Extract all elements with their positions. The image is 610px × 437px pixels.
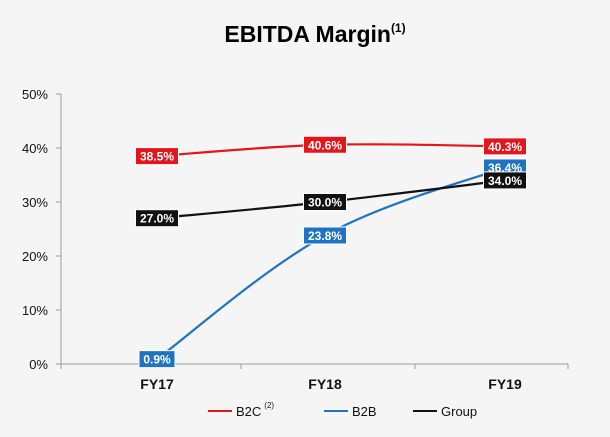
chart-axes: 0% 10% 20% 30% 40% 50% FY17 FY18 FY19 xyxy=(22,87,569,392)
data-label-box-b2c xyxy=(303,135,347,154)
legend-label-group: Group xyxy=(441,404,477,419)
data-labels: 38.5%40.6% 40.3%0.9%23.8%36.4%27.0%30.0%3… xyxy=(135,135,527,369)
data-label-b2c: 38.5% xyxy=(140,150,174,164)
data-label-b2c: 40.3% xyxy=(488,140,522,154)
legend: B2C (2) B2B Group xyxy=(208,401,477,419)
data-label-box-group xyxy=(483,171,527,190)
data-label-group: 34.0% xyxy=(488,174,522,188)
data-label-group: 27.0% xyxy=(140,212,174,226)
data-label-box-group xyxy=(303,193,347,211)
series-lines xyxy=(155,143,507,361)
data-label-group: 30.0% xyxy=(308,196,342,210)
chart-title-text: EBITDA Margin xyxy=(224,21,391,47)
y-tick-label: 10% xyxy=(22,303,48,318)
data-label-b2b: 0.9% xyxy=(143,353,171,367)
x-tick-label: FY17 xyxy=(140,376,174,392)
chart-title: EBITDA Margin(1) xyxy=(224,21,405,47)
y-tick-label: 20% xyxy=(22,249,48,264)
x-tick-label: FY18 xyxy=(308,376,342,392)
data-label-box-b2b xyxy=(303,226,347,245)
data-label-box-group xyxy=(135,209,179,228)
data-label-box-b2c xyxy=(135,147,179,166)
y-tick-label: 40% xyxy=(22,141,48,156)
x-tick-label: FY19 xyxy=(488,376,522,392)
legend-label-b2c: B2C (2) xyxy=(236,401,274,419)
y-tick-label: 30% xyxy=(22,195,48,210)
data-label-b2c: 40.6% xyxy=(308,138,342,152)
data-label-box-b2c xyxy=(483,137,527,156)
legend-superscript-b2c: (2) xyxy=(264,401,274,410)
data-label-box-b2b xyxy=(138,350,176,369)
y-tick-label: 50% xyxy=(22,87,48,102)
data-label-b2b: 23.8% xyxy=(308,229,342,243)
chart-title-superscript: (1) xyxy=(391,21,406,35)
y-tick-label: 0% xyxy=(29,357,48,372)
legend-label-b2b: B2B xyxy=(352,404,377,419)
